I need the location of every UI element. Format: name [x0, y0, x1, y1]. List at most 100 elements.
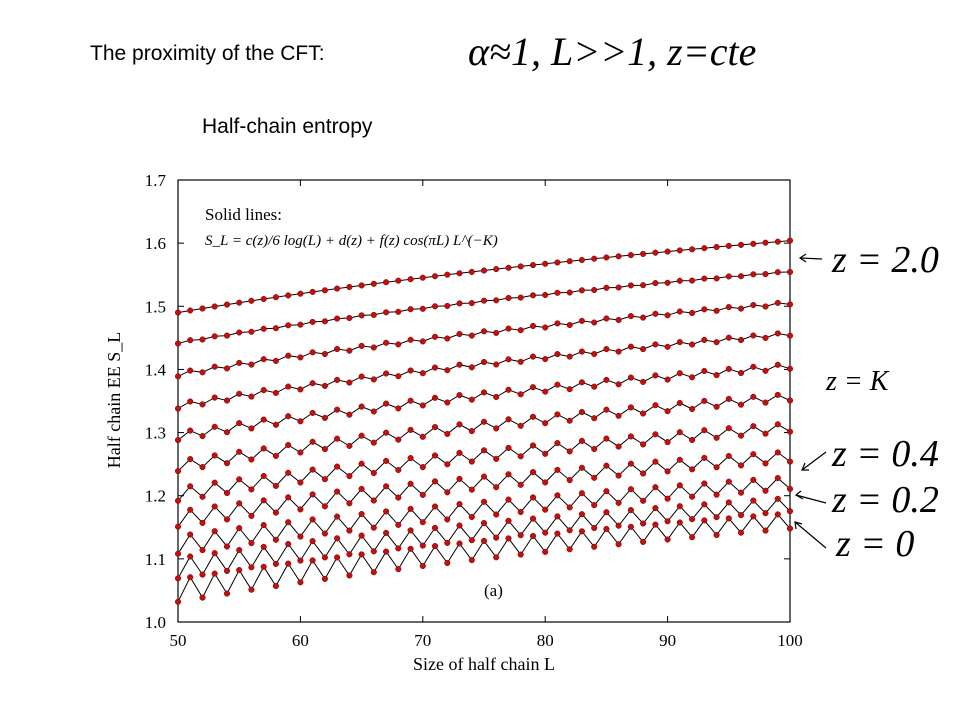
- data-point: [750, 271, 757, 278]
- data-point: [566, 289, 573, 296]
- data-point: [737, 273, 745, 280]
- data-point: [236, 525, 243, 532]
- data-point: [199, 547, 206, 554]
- data-point: [786, 508, 794, 515]
- data-point: [615, 522, 622, 529]
- data-point: [211, 503, 218, 510]
- data-point: [566, 477, 573, 484]
- data-point: [603, 346, 610, 353]
- data-point: [615, 316, 622, 324]
- data-point: [236, 359, 243, 366]
- data-point: [529, 322, 537, 330]
- data-point: [211, 452, 218, 459]
- data-point: [750, 513, 757, 520]
- data-point: [334, 406, 341, 413]
- data-point: [517, 391, 524, 398]
- data-point: [174, 437, 182, 444]
- data-point: [505, 294, 512, 302]
- data-point: [480, 520, 488, 527]
- series-7: [174, 449, 794, 530]
- arrow-z04: [801, 451, 827, 471]
- annotation-z02: z = 0.2: [831, 479, 939, 521]
- data-point: [468, 513, 475, 521]
- data-point: [407, 545, 414, 552]
- data-point: [713, 243, 720, 251]
- data-point: [468, 458, 475, 465]
- data-point: [407, 480, 414, 487]
- data-point: [407, 505, 414, 512]
- data-point: [309, 491, 316, 498]
- data-point: [762, 303, 769, 310]
- data-point: [419, 338, 426, 345]
- data-point: [676, 308, 683, 315]
- data-point: [591, 255, 598, 262]
- data-point: [407, 306, 414, 313]
- data-point: [505, 444, 512, 451]
- data-point: [786, 485, 794, 492]
- data-point: [174, 550, 182, 557]
- data-point: [701, 306, 708, 313]
- data-point: [358, 460, 365, 467]
- data-point: [786, 268, 794, 276]
- data-point: [529, 262, 537, 269]
- slide-title: The proximity of the CFT:: [90, 42, 325, 65]
- data-point: [762, 367, 769, 374]
- data-point: [701, 336, 708, 343]
- data-point: [236, 329, 243, 336]
- data-point: [456, 540, 463, 547]
- data-point: [223, 397, 231, 404]
- annotation-z0: z = 0: [835, 523, 914, 565]
- data-point: [774, 511, 781, 518]
- data-point: [297, 449, 304, 456]
- data-point: [689, 341, 696, 348]
- data-point: [174, 340, 182, 347]
- data-point: [431, 452, 439, 459]
- data-point: [407, 397, 414, 404]
- data-point: [480, 418, 488, 425]
- data-point: [676, 370, 683, 377]
- data-point: [248, 564, 255, 571]
- annotation-z2: z = 2.0: [831, 239, 939, 281]
- data-point: [542, 260, 549, 267]
- data-point: [272, 325, 279, 332]
- data-point: [260, 325, 267, 332]
- data-point: [774, 361, 781, 368]
- data-point: [285, 413, 292, 420]
- data-point: [383, 339, 390, 346]
- data-point: [248, 328, 255, 335]
- data-point: [566, 353, 573, 360]
- data-point: [456, 449, 463, 456]
- series-line: [177, 332, 791, 410]
- data-point: [786, 332, 794, 339]
- x-tick-label: 60: [292, 631, 309, 650]
- data-point: [444, 430, 451, 437]
- series-9: [174, 495, 794, 582]
- data-point: [297, 418, 304, 425]
- y-tick-label: 1.7: [145, 171, 167, 190]
- data-point: [554, 466, 561, 473]
- data-point: [566, 527, 573, 534]
- data-point: [248, 297, 255, 304]
- data-point: [603, 315, 610, 322]
- data-point: [248, 456, 255, 463]
- arrow-head-z0: [794, 521, 803, 530]
- data-point: [493, 329, 500, 336]
- data-point: [309, 538, 316, 545]
- y-axis-label: Half chain EE S_L: [104, 332, 124, 468]
- data-point: [211, 363, 218, 370]
- data-point: [713, 339, 720, 346]
- data-point: [370, 497, 377, 504]
- data-point: [223, 460, 231, 467]
- data-point: [591, 524, 598, 532]
- data-point: [737, 401, 745, 408]
- data-point: [480, 447, 488, 454]
- data-point: [334, 463, 341, 470]
- data-point: [542, 529, 549, 536]
- data-point: [652, 484, 659, 491]
- data-point: [395, 566, 402, 573]
- data-point: [199, 571, 206, 578]
- data-point: [370, 524, 377, 531]
- data-point: [211, 479, 218, 486]
- data-point: [505, 386, 512, 393]
